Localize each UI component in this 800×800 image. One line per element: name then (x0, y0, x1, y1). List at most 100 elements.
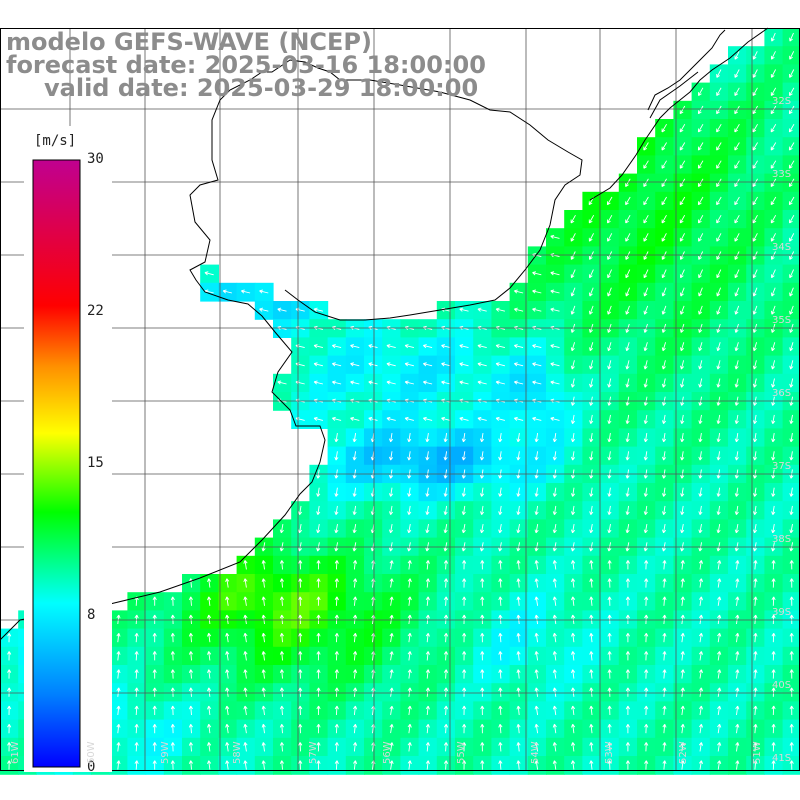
wind-arrow (771, 651, 776, 661)
wind-arrow (789, 342, 794, 352)
wind-arrow (422, 344, 433, 349)
wind-arrow (334, 760, 339, 770)
wind-arrow (261, 742, 266, 752)
wind-arrow (407, 578, 412, 588)
wind-arrow (462, 687, 467, 697)
wind-arrow (498, 578, 503, 588)
wind-arrow (170, 742, 175, 752)
wind-arrow (532, 344, 542, 349)
wind-arrow (643, 269, 649, 279)
wind-arrow (389, 724, 394, 734)
wind-arrow (662, 742, 667, 752)
wind-arrow (479, 505, 485, 515)
wind-arrow (771, 632, 776, 643)
wind-arrow (770, 214, 777, 224)
wind-arrow (644, 669, 649, 679)
wind-arrow (170, 760, 175, 770)
wind-arrow (443, 505, 448, 515)
wind-arrow (425, 524, 430, 534)
wind-arrow (697, 123, 704, 133)
wind-arrow (513, 362, 524, 367)
colorbar (32, 159, 81, 768)
wind-arrow (752, 524, 758, 534)
wind-arrow (662, 760, 667, 770)
wind-arrow (498, 451, 503, 461)
wind-arrow (589, 560, 594, 570)
wind-arrow (717, 651, 722, 661)
wind-arrow (243, 614, 248, 625)
wind-arrow (734, 378, 739, 388)
wind-arrow (425, 632, 430, 643)
wind-arrow (534, 578, 539, 588)
wind-arrow (316, 505, 321, 515)
wind-arrow (243, 760, 248, 770)
wind-arrow (225, 742, 230, 752)
wind-arrow (461, 487, 466, 497)
wind-arrow (425, 760, 430, 770)
wind-arrow (462, 705, 467, 716)
wind-arrow (261, 560, 266, 570)
wind-arrow (570, 342, 576, 352)
wind-arrow (734, 196, 740, 206)
wind-arrow (753, 687, 758, 697)
wind-arrow (716, 196, 722, 206)
longitude-label: 58W (232, 741, 243, 764)
wind-arrow (680, 632, 685, 643)
wind-arrow (771, 560, 776, 570)
wind-arrow (259, 289, 269, 294)
wind-arrow (116, 687, 121, 697)
wind-arrow (516, 760, 521, 770)
wind-arrow (589, 614, 594, 625)
wind-arrow (480, 687, 485, 697)
wind-arrow (389, 669, 394, 679)
wind-arrow (789, 451, 794, 461)
wind-arrow (644, 705, 649, 716)
wind-arrow (368, 416, 378, 421)
wind-arrow (534, 760, 539, 770)
wind-arrow (734, 251, 740, 260)
wind-arrow (625, 433, 630, 443)
wind-arrow (516, 578, 521, 588)
wind-arrow (316, 596, 321, 606)
wind-arrow (570, 414, 576, 424)
wind-arrow (422, 380, 433, 385)
wind-arrow (698, 742, 704, 752)
wind-arrow (243, 742, 248, 752)
wind-arrow (770, 269, 776, 279)
wind-arrow (422, 362, 433, 367)
wind-arrow (279, 669, 284, 679)
wind-arrow (661, 342, 667, 352)
wind-arrow (625, 414, 630, 424)
wind-arrow (279, 742, 284, 752)
wind-arrow (313, 416, 324, 421)
wind-arrow (588, 269, 594, 279)
wind-arrow (441, 380, 451, 385)
wind-arrow (698, 433, 703, 443)
wind-arrow (516, 669, 521, 679)
wind-arrow (752, 433, 758, 443)
wind-arrow (625, 614, 630, 624)
wind-arrow (516, 596, 521, 606)
wind-arrow (771, 360, 776, 370)
wind-arrow (388, 451, 394, 461)
wind-arrow (717, 760, 722, 770)
wind-arrow (243, 632, 248, 643)
wind-arrow (679, 251, 685, 260)
wind-arrow (407, 669, 412, 679)
wind-arrow (498, 651, 503, 661)
wind-arrow (516, 505, 521, 515)
wind-arrow (152, 742, 157, 752)
wind-arrow (443, 760, 449, 770)
coastline (0, 59, 583, 641)
wind-arrow (550, 289, 560, 294)
wind-arrow (607, 451, 612, 461)
wind-arrow (498, 524, 503, 534)
wind-arrow (407, 742, 412, 752)
wind-arrow (570, 287, 576, 297)
wind-arrow (498, 596, 503, 606)
wind-arrow (534, 487, 539, 497)
latitude-label: 38S (772, 534, 792, 545)
wind-arrow (662, 632, 667, 643)
wind-arrow (407, 651, 412, 661)
colorbar-tick-30: 30 (87, 151, 104, 167)
